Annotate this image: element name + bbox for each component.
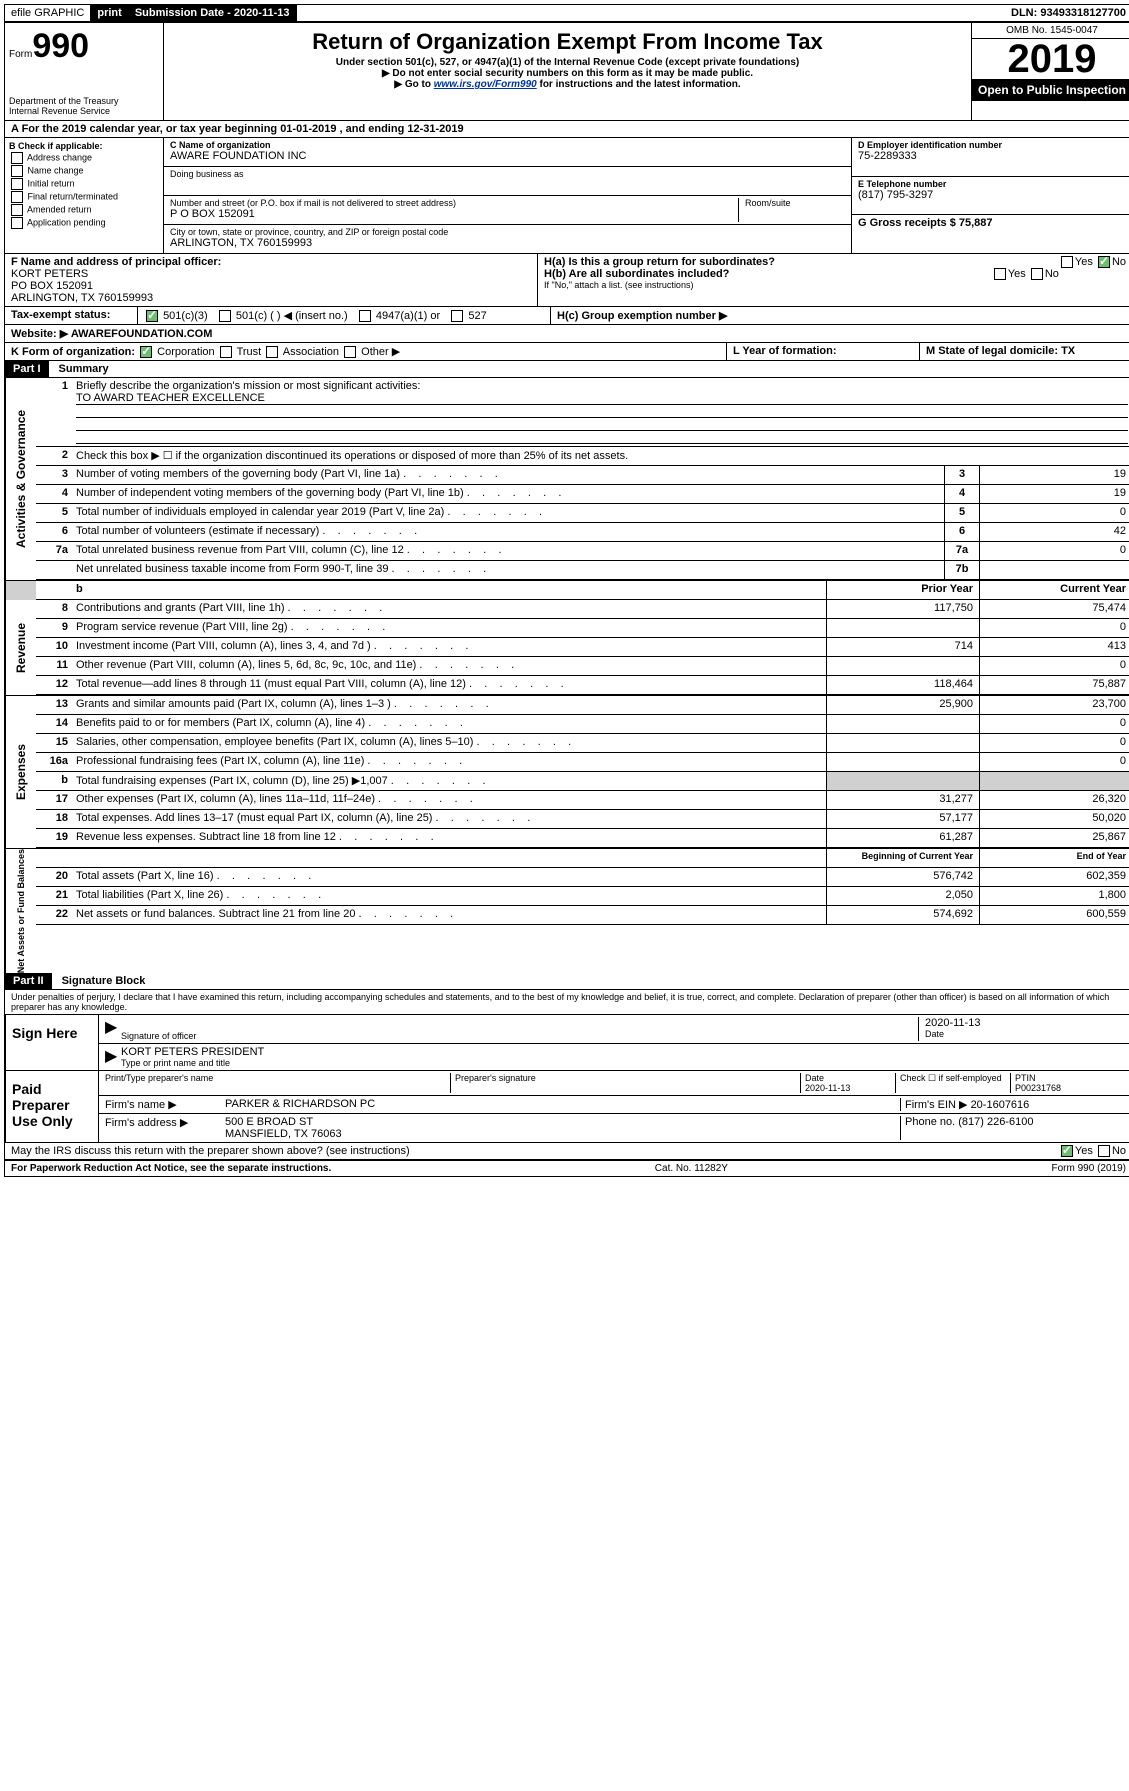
row-j: Website: ▶ AWAREFOUNDATION.COM [5, 325, 218, 342]
table-row: 21Total liabilities (Part X, line 26)2,0… [36, 887, 1129, 906]
table-row: 8Contributions and grants (Part VIII, li… [36, 600, 1129, 619]
ein: 75-2289333 [858, 150, 1126, 162]
irs-label: Internal Revenue Service [9, 106, 159, 116]
paid-preparer-label: Paid Preparer Use Only [6, 1071, 99, 1142]
table-row: 4Number of independent voting members of… [36, 485, 1129, 504]
section-expenses: Expenses [5, 696, 36, 848]
print-button[interactable]: print [91, 5, 128, 21]
org-name: AWARE FOUNDATION INC [170, 150, 845, 162]
table-row: 12Total revenue—add lines 8 through 11 (… [36, 676, 1129, 695]
form-number: Form990 [9, 27, 159, 66]
table-row: 6Total number of volunteers (estimate if… [36, 523, 1129, 542]
officer-signature-name: KORT PETERS PRESIDENT [121, 1046, 1125, 1058]
firm-phone: (817) 226-6100 [958, 1116, 1033, 1128]
officer-name: KORT PETERS [11, 268, 531, 280]
subtitle-2: ▶ Do not enter social security numbers o… [168, 68, 967, 79]
mission: TO AWARD TEACHER EXCELLENCE [76, 392, 1128, 405]
table-row: 14Benefits paid to or for members (Part … [36, 715, 1129, 734]
form-title: Return of Organization Exempt From Incom… [168, 29, 967, 55]
org-city: ARLINGTON, TX 760159993 [170, 237, 845, 249]
table-row: 16aProfessional fundraising fees (Part I… [36, 753, 1129, 772]
top-bar: efile GRAPHIC print Submission Date - 20… [4, 4, 1129, 22]
table-row: 13Grants and similar amounts paid (Part … [36, 696, 1129, 715]
table-row: 19Revenue less expenses. Subtract line 1… [36, 829, 1129, 848]
table-row: 22Net assets or fund balances. Subtract … [36, 906, 1129, 925]
table-row: 9Program service revenue (Part VIII, lin… [36, 619, 1129, 638]
form-container: Form990 Department of the Treasury Inter… [4, 22, 1129, 1177]
open-public-badge: Open to Public Inspection [972, 79, 1129, 101]
table-row: 11Other revenue (Part VIII, column (A), … [36, 657, 1129, 676]
sign-date: 2020-11-13 [925, 1017, 1125, 1029]
subtitle-3: ▶ Go to www.irs.gov/Form990 for instruct… [168, 79, 967, 90]
form-footer: Form 990 (2019) [1052, 1163, 1126, 1174]
table-row: Net unrelated business taxable income fr… [36, 561, 1129, 580]
row-l: L Year of formation: [727, 343, 920, 360]
org-address: P O BOX 152091 [170, 208, 732, 220]
firm-address: 500 E BROAD ST [225, 1116, 900, 1128]
efile-label: efile GRAPHIC [5, 5, 91, 21]
table-row: 17Other expenses (Part IX, column (A), l… [36, 791, 1129, 810]
ptin: P00231768 [1015, 1083, 1125, 1093]
cat-no: Cat. No. 11282Y [655, 1163, 728, 1174]
box-b: B Check if applicable: Address change Na… [5, 138, 164, 253]
table-row: 20Total assets (Part X, line 16)576,7426… [36, 868, 1129, 887]
row-i-label: Tax-exempt status: [5, 307, 138, 324]
dept-label: Department of the Treasury [9, 96, 159, 106]
paperwork-notice: For Paperwork Reduction Act Notice, see … [11, 1163, 331, 1174]
submission-date: Submission Date - 2020-11-13 [129, 5, 297, 21]
table-row: 15Salaries, other compensation, employee… [36, 734, 1129, 753]
section-net: Net Assets or Fund Balances [5, 849, 36, 973]
part1-header: Part I [5, 361, 49, 377]
table-row: 10Investment income (Part VIII, column (… [36, 638, 1129, 657]
subtitle-1: Under section 501(c), 527, or 4947(a)(1)… [168, 57, 967, 68]
table-row: 18Total expenses. Add lines 13–17 (must … [36, 810, 1129, 829]
section-governance: Activities & Governance [5, 378, 36, 580]
row-hc: H(c) Group exemption number ▶ [551, 307, 1129, 324]
row-m: M State of legal domicile: TX [920, 343, 1129, 360]
firm-name: PARKER & RICHARDSON PC [225, 1098, 900, 1111]
instructions-link[interactable]: www.irs.gov/Form990 [434, 79, 537, 90]
dln: DLN: 93493318127700 [1005, 5, 1129, 21]
table-row: 5Total number of individuals employed in… [36, 504, 1129, 523]
part2-header: Part II [5, 973, 52, 989]
telephone: (817) 795-3297 [858, 189, 1126, 201]
irs-discuss-question: May the IRS discuss this return with the… [5, 1143, 1053, 1159]
gross-receipts: G Gross receipts $ 75,887 [858, 217, 1126, 229]
table-row: 7aTotal unrelated business revenue from … [36, 542, 1129, 561]
prior-year-header: Prior Year [826, 581, 979, 599]
tax-year: 2019 [972, 39, 1129, 79]
table-row: bTotal fundraising expenses (Part IX, co… [36, 772, 1129, 791]
section-revenue: Revenue [5, 600, 36, 695]
table-row: 3Number of voting members of the governi… [36, 466, 1129, 485]
firm-ein: 20-1607616 [971, 1099, 1030, 1111]
row-a: A For the 2019 calendar year, or tax yea… [5, 121, 1129, 138]
box-c: C Name of organization AWARE FOUNDATION … [164, 138, 851, 253]
current-year-header: Current Year [979, 581, 1129, 599]
declaration: Under penalties of perjury, I declare th… [5, 990, 1129, 1015]
sign-here-label: Sign Here [6, 1015, 99, 1070]
